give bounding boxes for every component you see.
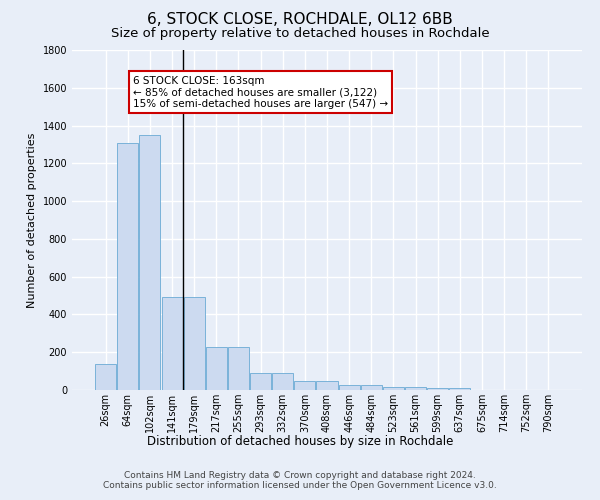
Bar (228, 347, 249, 390)
Bar (118, 143, 139, 390)
Text: 6 STOCK CLOSE: 163sqm
← 85% of detached houses are smaller (3,122)
15% of semi-d: 6 STOCK CLOSE: 163sqm ← 85% of detached … (133, 76, 388, 108)
Text: Size of property relative to detached houses in Rochdale: Size of property relative to detached ho… (110, 28, 490, 40)
Bar (206, 347, 227, 390)
Bar (383, 387, 404, 390)
Bar (295, 380, 316, 390)
Bar (316, 380, 338, 390)
Bar (449, 388, 470, 390)
Y-axis label: Number of detached properties: Number of detached properties (27, 132, 37, 308)
Bar (161, 298, 182, 390)
Bar (338, 384, 359, 390)
Bar (361, 384, 382, 390)
Bar (427, 388, 448, 390)
Bar (405, 387, 426, 390)
Text: Distribution of detached houses by size in Rochdale: Distribution of detached houses by size … (147, 435, 453, 448)
Text: 6, STOCK CLOSE, ROCHDALE, OL12 6BB: 6, STOCK CLOSE, ROCHDALE, OL12 6BB (147, 12, 453, 28)
Text: Contains HM Land Registry data © Crown copyright and database right 2024.
Contai: Contains HM Land Registry data © Crown c… (103, 470, 497, 490)
Bar (184, 298, 205, 390)
Bar (250, 374, 271, 390)
Bar (95, 364, 116, 390)
Bar (272, 374, 293, 390)
Bar (139, 135, 160, 390)
